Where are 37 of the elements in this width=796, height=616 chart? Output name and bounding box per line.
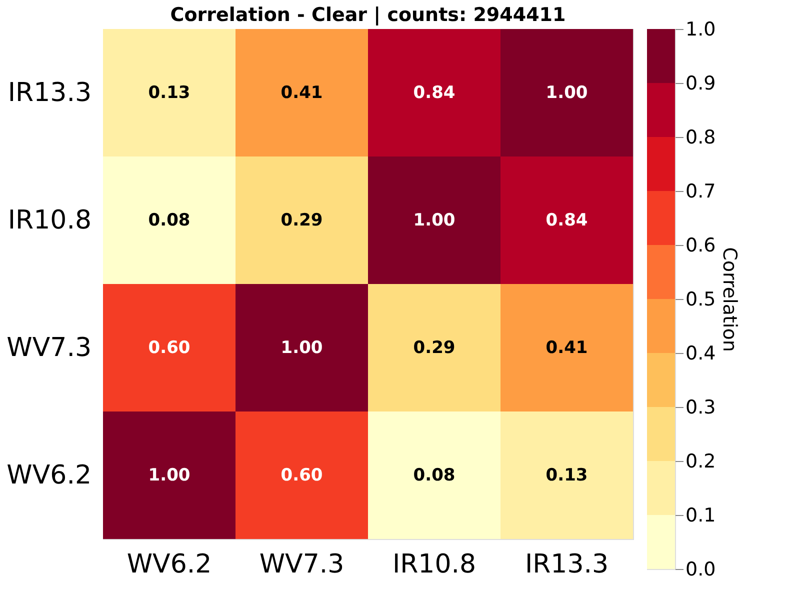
data-label: 1.00 [280, 338, 323, 358]
data-label: 0.41 [546, 338, 588, 358]
color-bar-title: Correlation [718, 247, 741, 352]
color-bar-label: 0.2 [686, 450, 716, 472]
x-tick-label: WV7.3 [259, 550, 344, 580]
color-bar-label: 0.5 [686, 288, 716, 310]
data-label: 0.84 [413, 82, 456, 103]
data-label: 0.29 [280, 210, 323, 230]
data-label: 0.13 [546, 465, 588, 486]
data-label: 1.00 [148, 465, 190, 486]
y-tick-label: IR13.3 [8, 78, 92, 108]
data-label: 0.13 [148, 82, 190, 103]
data-label: 0.08 [413, 465, 456, 486]
color-bar-label: 0.0 [686, 558, 716, 580]
data-label: 0.08 [148, 210, 190, 230]
color-bar-label: 0.6 [686, 234, 716, 256]
data-label: 0.60 [148, 338, 190, 358]
chart-title: Correlation - Clear | counts: 2944411 [170, 4, 566, 26]
color-bar-label: 0.1 [686, 504, 716, 526]
data-label: 1.00 [413, 210, 456, 230]
y-tick-label: WV6.2 [6, 460, 92, 490]
data-label: 1.00 [546, 82, 588, 103]
data-label: 0.41 [280, 82, 323, 103]
color-bar-label: 0.8 [686, 126, 716, 148]
x-tick-label: IR13.3 [524, 550, 609, 580]
y-tick-label: WV7.3 [6, 332, 92, 363]
data-label: 0.84 [546, 210, 588, 230]
data-label: 0.60 [280, 465, 323, 486]
y-tick-label: IR10.8 [8, 205, 92, 236]
x-tick-label: WV6.2 [126, 550, 212, 580]
color-bar-label: 0.4 [686, 342, 716, 364]
x-tick-label: IR10.8 [392, 550, 476, 580]
color-bar-label: 0.9 [686, 72, 716, 94]
color-bar-label: 1.0 [686, 18, 716, 40]
data-label: 0.29 [413, 338, 456, 358]
color-bar-label: 0.3 [686, 396, 716, 418]
color-bar-label: 0.7 [686, 180, 716, 202]
